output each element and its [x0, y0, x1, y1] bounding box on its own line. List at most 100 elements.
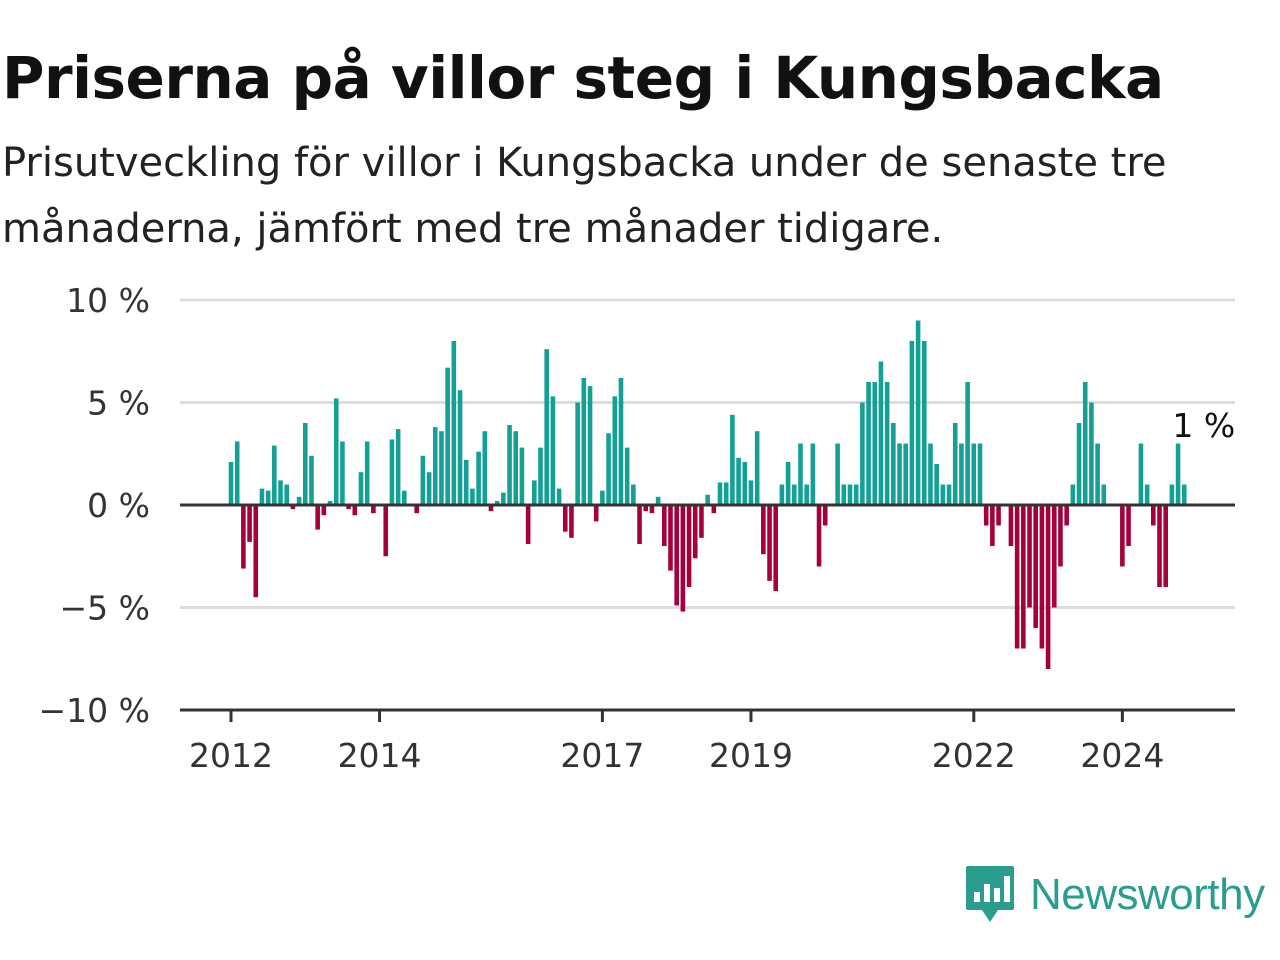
bar: [872, 382, 878, 505]
bar: [977, 443, 983, 505]
bar: [532, 480, 537, 505]
bar: [730, 414, 735, 505]
bar: [779, 484, 785, 505]
bar: [358, 472, 364, 505]
tick-labels: 10 % 5 % 0 % −5 % −10 % 2012 2014 2017 2019 2022 2…: [39, 281, 1236, 775]
bar: [228, 461, 234, 505]
newsworthy-logo: Newsworthy: [964, 862, 1265, 928]
bar: [841, 484, 847, 505]
bar: [241, 505, 246, 569]
bar: [296, 496, 302, 505]
bar: [383, 505, 389, 557]
bar: [346, 505, 351, 510]
bar: [897, 443, 902, 505]
bar: [451, 341, 457, 505]
y-tick-label: 10 %: [66, 281, 150, 320]
bar: [352, 505, 358, 516]
bar: [482, 431, 488, 505]
bar: [494, 500, 500, 505]
bar: [866, 382, 871, 505]
bar: [822, 505, 828, 526]
bar: [507, 425, 512, 505]
bar: [971, 443, 977, 505]
bar: [983, 505, 989, 526]
bar: [649, 505, 655, 514]
bar: [457, 390, 463, 505]
bar: [767, 505, 772, 581]
bar: [550, 396, 556, 505]
bar: [606, 433, 611, 505]
bar: [624, 447, 630, 505]
chart-subtitle: Prisutveckling för villor i Kungsbacka u…: [2, 140, 1167, 252]
bar: [952, 423, 958, 505]
bar: [234, 441, 240, 505]
bar: [420, 455, 426, 505]
bar: [921, 341, 927, 505]
bar: [668, 505, 673, 571]
bar: [1175, 443, 1181, 505]
chart-title: Priserna på villor steg i Kungsbacka: [2, 44, 1164, 112]
bar-chart: 10 % 5 % 0 % −5 % −10 % 2012 2014 2017 2019 2022 2…: [39, 281, 1236, 775]
bar: [1138, 443, 1144, 505]
bar: [253, 505, 259, 598]
bar: [445, 367, 450, 505]
bar: [1039, 505, 1045, 649]
newsworthy-logo-icon: [966, 866, 1014, 922]
y-tick-label: −10 %: [39, 691, 151, 730]
bar: [1033, 505, 1038, 628]
bar: [1076, 423, 1082, 505]
bar: [686, 505, 692, 587]
bar: [432, 427, 438, 505]
bar: [680, 505, 686, 612]
bar: [470, 488, 475, 505]
bar: [940, 484, 946, 505]
bar: [290, 505, 296, 510]
bar: [315, 505, 320, 530]
bar: [699, 505, 704, 538]
bar: [278, 480, 283, 505]
bar: [860, 402, 865, 505]
bar: [748, 480, 754, 505]
y-tick-label: 0 %: [87, 486, 150, 525]
bar: [581, 377, 587, 505]
bar: [333, 398, 339, 505]
x-tick-label: 2022: [932, 736, 1016, 775]
bar: [618, 377, 624, 505]
bar: [426, 472, 432, 505]
bar: [736, 457, 741, 505]
bar: [742, 461, 748, 505]
bar: [847, 484, 853, 505]
bar: [915, 320, 921, 505]
bar: [575, 402, 580, 505]
bar: [389, 439, 395, 505]
bar: [1095, 443, 1100, 505]
bar: [259, 488, 265, 505]
bar: [1051, 505, 1057, 608]
bar: [692, 505, 698, 559]
bar: [569, 505, 574, 538]
bar: [903, 443, 909, 505]
bar: [371, 505, 376, 514]
bar: [643, 505, 649, 512]
y-tick-label: 5 %: [87, 384, 150, 423]
bar: [272, 445, 277, 505]
bar: [265, 490, 271, 505]
bar: [1181, 484, 1187, 505]
bar: [946, 484, 952, 505]
bar: [705, 494, 710, 505]
x-tick-label: 2012: [189, 736, 273, 775]
bar: [662, 505, 667, 546]
bar: [476, 451, 481, 505]
bar: [773, 505, 779, 592]
bar: [934, 464, 939, 505]
bar: [711, 505, 717, 514]
bar: [891, 423, 896, 505]
bar: [1144, 484, 1150, 505]
bar: [525, 505, 531, 544]
bar: [519, 447, 525, 505]
bar: [835, 443, 840, 505]
bar: [439, 431, 444, 505]
y-tick-label: −5 %: [60, 589, 151, 628]
bar: [1008, 505, 1014, 546]
bar: [612, 396, 618, 505]
